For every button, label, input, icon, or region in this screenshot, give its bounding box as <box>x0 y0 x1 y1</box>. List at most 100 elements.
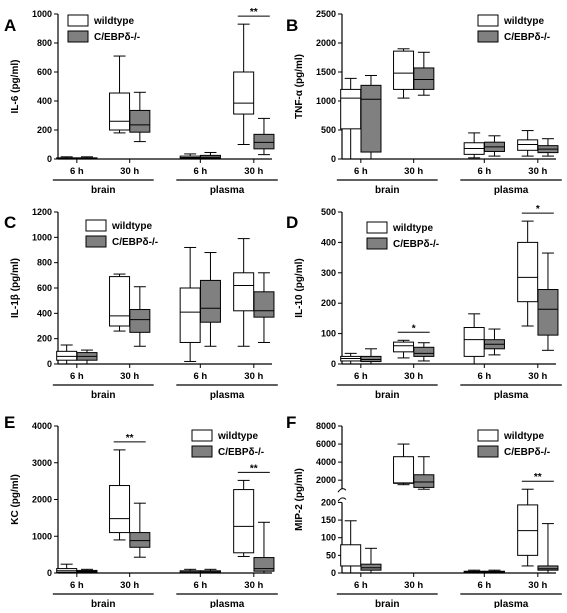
group-label: brain <box>375 390 399 401</box>
significance-label: * <box>412 323 416 334</box>
y-tick-label: 1000 <box>32 9 52 19</box>
y-tick-label: 0 <box>331 568 336 578</box>
axis-break-mark <box>337 497 347 502</box>
box-wildtype <box>233 238 255 347</box>
significance-label: * <box>536 204 540 215</box>
box-wildtype <box>393 339 415 359</box>
significance-label: ** <box>534 472 542 483</box>
y-tick-label: 2000 <box>316 38 336 48</box>
legend-label: C/EBPδ-/- <box>504 447 550 458</box>
box-knockout <box>76 349 98 365</box>
box-wildtype <box>109 55 131 134</box>
box-iqr <box>129 109 151 133</box>
group-label: plasma <box>494 599 529 608</box>
box-iqr <box>253 557 275 572</box>
legend-swatch <box>85 235 107 248</box>
box-wildtype <box>109 449 131 541</box>
box-wildtype <box>463 132 485 159</box>
legend-label: wildtype <box>93 16 134 27</box>
box-iqr <box>393 456 415 484</box>
y-tick-label: 1000 <box>316 96 336 106</box>
box-iqr <box>253 133 275 150</box>
panel-a: A IL-6 (pg/ml) 0 200 400 600 800 1000 6 h 30 h 6 h… <box>4 7 278 196</box>
y-tick-label: 200 <box>37 334 52 344</box>
box-iqr <box>109 485 131 534</box>
legend-swatch <box>191 445 213 458</box>
box-iqr <box>199 279 221 323</box>
y-tick-label: 0 <box>331 359 336 369</box>
x-tick-label: 6 h <box>354 166 368 177</box>
x-tick-label: 30 h <box>244 166 263 177</box>
x-tick-label: 6 h <box>193 580 207 591</box>
group-label: brain <box>91 185 115 196</box>
y-axis-label: IL-10 (pg/ml) <box>294 258 305 317</box>
legend-label: wildtype <box>111 221 152 232</box>
box-knockout <box>360 547 382 574</box>
y-tick-label: 0 <box>47 359 52 369</box>
box-wildtype <box>109 273 131 332</box>
y-tick-label: 2000 <box>316 475 336 485</box>
legend: wildtype C/EBPδ-/- <box>477 429 550 458</box>
legend: wildtype C/EBPδ-/- <box>67 14 140 43</box>
x-tick-label: 30 h <box>244 371 263 382</box>
y-tick-label: 0 <box>47 568 52 578</box>
box-wildtype <box>463 313 485 365</box>
y-tick-label: 200 <box>321 298 336 308</box>
box-wildtype <box>340 520 362 574</box>
y-tick-label: 4000 <box>316 457 336 467</box>
box-knockout <box>199 252 221 347</box>
box-knockout <box>129 91 151 143</box>
y-tick-label: 0 <box>47 154 52 164</box>
box-wildtype <box>56 344 78 365</box>
box-knockout <box>76 568 98 574</box>
y-tick-label: 200 <box>321 497 336 507</box>
box-wildtype <box>56 563 78 574</box>
box-iqr <box>233 489 255 554</box>
box-knockout <box>360 348 382 365</box>
legend-swatch <box>477 429 499 442</box>
y-tick-label: 1500 <box>316 67 336 77</box>
y-axis-label: TNF-α (pg/ml) <box>294 54 305 119</box>
group-label: plasma <box>210 599 245 608</box>
box-iqr <box>413 67 435 90</box>
group-label: plasma <box>494 390 529 401</box>
legend-swatch <box>477 445 499 458</box>
box-knockout <box>253 117 275 156</box>
box-iqr <box>517 241 539 303</box>
box-knockout <box>483 569 505 574</box>
box-iqr <box>233 272 255 312</box>
y-tick-label: 400 <box>37 308 52 318</box>
legend-label: C/EBPδ-/- <box>504 32 550 43</box>
y-axis-label: MIP-2 (pg/ml) <box>294 468 305 531</box>
box-iqr <box>360 84 382 153</box>
box-iqr <box>109 92 131 131</box>
group-label: brain <box>91 599 115 608</box>
x-tick-label: 6 h <box>193 371 207 382</box>
box-iqr <box>129 309 151 333</box>
x-tick-label: 30 h <box>528 371 547 382</box>
x-tick-label: 30 h <box>528 166 547 177</box>
y-tick-label: 800 <box>37 38 52 48</box>
box-iqr <box>340 544 362 567</box>
y-axis-label: IL-6 (pg/ml) <box>10 60 21 114</box>
box-wildtype <box>340 77 362 160</box>
box-knockout <box>537 138 559 157</box>
y-tick-label: 2000 <box>32 495 52 505</box>
x-tick-label: 6 h <box>354 580 368 591</box>
legend-swatch <box>477 14 499 27</box>
box-iqr <box>413 346 435 357</box>
y-tick-label: 800 <box>37 258 52 268</box>
y-tick-label: 100 <box>321 533 336 543</box>
box-knockout <box>413 51 435 96</box>
box-knockout <box>483 328 505 356</box>
box-iqr <box>537 289 559 336</box>
box-wildtype <box>56 156 78 160</box>
y-tick-label: 500 <box>321 207 336 217</box>
y-tick-label: 100 <box>321 329 336 339</box>
box-iqr <box>360 563 382 571</box>
legend-label: C/EBPδ-/- <box>218 447 264 458</box>
x-tick-label: 30 h <box>404 371 423 382</box>
x-tick-label: 6 h <box>477 580 491 591</box>
box-wildtype <box>517 220 539 327</box>
